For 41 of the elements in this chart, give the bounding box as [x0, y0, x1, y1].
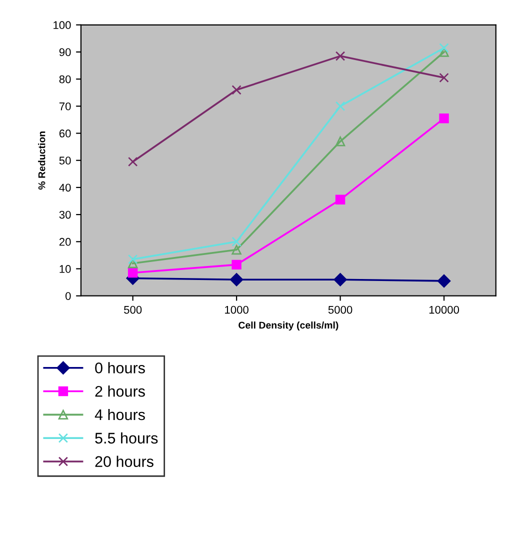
legend-label: 20 hours	[95, 456, 154, 467]
point	[335, 136, 346, 146]
x-tick-label: 1000	[225, 306, 248, 314]
y-tick-label: 0	[65, 292, 71, 300]
y-tick-label: 60	[59, 130, 71, 138]
point	[439, 114, 449, 124]
point	[439, 43, 449, 53]
point	[335, 194, 346, 205]
legend-label: 0 hours	[95, 362, 145, 374]
point	[230, 273, 244, 286]
y-tick-label: 40	[59, 184, 71, 192]
point	[128, 254, 138, 264]
point	[128, 258, 138, 268]
y-tick-label: 20	[59, 238, 71, 246]
y-tick-label: 100	[54, 21, 71, 30]
point	[437, 274, 451, 288]
y-axis-title: % Reduction	[38, 132, 46, 190]
legend-label: 4 hours	[94, 408, 145, 420]
x-tick-label: 10000	[429, 306, 460, 314]
point	[232, 85, 242, 95]
x-axis-title: Cell Density (cells/ml)	[238, 321, 338, 331]
point	[232, 236, 242, 247]
point	[232, 260, 242, 270]
point	[128, 268, 138, 278]
point	[334, 273, 347, 286]
point	[335, 51, 346, 61]
y-tick-label: 50	[59, 156, 71, 165]
y-tick-label: 80	[59, 75, 71, 84]
point	[335, 101, 346, 112]
x-tick-label: 5000	[328, 306, 352, 314]
point	[128, 156, 138, 167]
point	[439, 47, 449, 57]
x-tick-label: 500	[124, 306, 142, 314]
legend-label: 5.5 hours	[95, 432, 158, 444]
y-tick-label: 30	[59, 210, 71, 219]
y-tick-label: 70	[59, 102, 71, 110]
legend-label: 2 hours	[95, 386, 145, 397]
point	[439, 72, 449, 83]
y-tick-label: 90	[59, 48, 71, 56]
y-tick-label: 10	[60, 265, 71, 273]
point	[232, 244, 242, 255]
